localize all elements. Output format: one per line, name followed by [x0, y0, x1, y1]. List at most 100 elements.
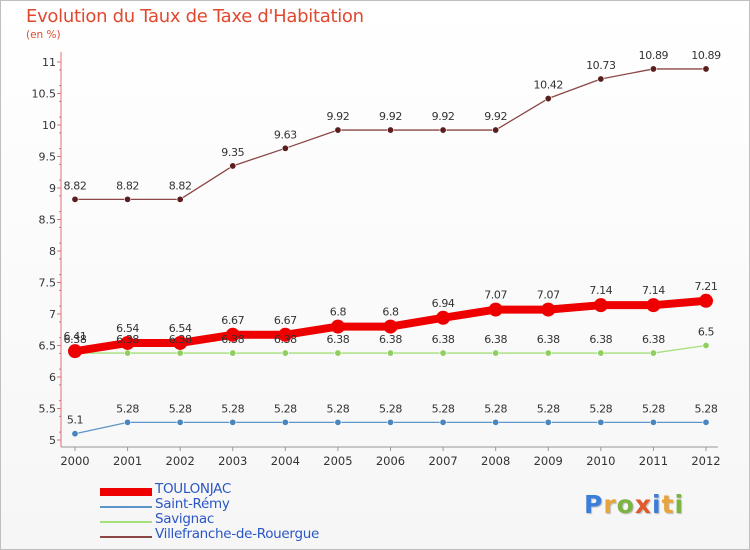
data-point-savignac	[229, 349, 237, 357]
chart-axes: 5 5.5 6 6.5 7 7.5 8 8.5 9 9.5 10 10.5 11 2000 2001 2002…	[32, 52, 721, 468]
data-label-toulonjac: 7.21	[695, 280, 718, 293]
data-point-saint-r-my	[492, 418, 500, 426]
data-point-saint-r-my	[544, 418, 552, 426]
data-point-saint-r-my	[597, 418, 605, 426]
data-label-saint-r-my: 5.28	[484, 402, 507, 415]
data-point-toulonjac	[646, 298, 661, 313]
data-label-toulonjac: 7.14	[589, 284, 612, 297]
proxiti-logo: Proxiti	[584, 490, 684, 519]
data-label-saint-r-my: 5.28	[695, 402, 718, 415]
data-label-toulonjac: 6.94	[432, 297, 455, 310]
data-point-savignac	[334, 349, 342, 357]
legend-label: Saint-Rémy	[155, 496, 230, 512]
x-tick-label: 2005	[323, 454, 352, 468]
data-label-toulonjac: 6.8	[330, 306, 347, 319]
data-point-savignac	[544, 349, 552, 357]
data-point-villefranche-de-rouergue	[597, 75, 605, 83]
data-label-villefranche-de-rouergue: 10.73	[586, 59, 616, 72]
data-point-toulonjac	[593, 298, 608, 313]
y-tick-label: 9	[49, 182, 56, 195]
data-label-villefranche-de-rouergue: 9.92	[432, 110, 455, 123]
data-label-toulonjac: 7.14	[642, 284, 665, 297]
data-label-villefranche-de-rouergue: 8.82	[116, 179, 139, 192]
data-point-savignac	[124, 349, 132, 357]
data-point-saint-r-my	[386, 418, 394, 426]
y-tick-label: 6	[49, 371, 56, 384]
data-point-savignac	[702, 341, 710, 349]
y-tick-label: 5.5	[39, 403, 57, 416]
data-point-saint-r-my	[229, 418, 237, 426]
data-point-toulonjac	[278, 327, 293, 342]
data-label-villefranche-de-rouergue: 9.92	[326, 110, 349, 123]
data-label-villefranche-de-rouergue: 8.82	[169, 179, 192, 192]
data-point-savignac	[281, 349, 289, 357]
logo-letter: t	[661, 490, 675, 519]
data-point-saint-r-my	[334, 418, 342, 426]
data-label-saint-r-my: 5.28	[432, 402, 455, 415]
x-tick-label: 2001	[113, 454, 142, 468]
data-point-saint-r-my	[176, 418, 184, 426]
x-tick-label: 2009	[534, 454, 563, 468]
x-tick-label: 2010	[586, 454, 615, 468]
data-point-toulonjac	[173, 335, 188, 350]
data-point-savignac	[386, 349, 394, 357]
data-label-savignac: 6.38	[484, 333, 507, 346]
series-points	[68, 65, 713, 438]
logo-letter: x	[634, 490, 652, 519]
data-label-savignac: 6.38	[537, 333, 560, 346]
data-point-toulonjac	[488, 302, 503, 317]
data-point-savignac	[439, 349, 447, 357]
data-point-saint-r-my	[124, 418, 132, 426]
y-tick-label: 9.5	[39, 151, 57, 164]
y-tick-label: 5	[49, 434, 56, 447]
data-point-villefranche-de-rouergue	[124, 195, 132, 203]
data-point-saint-r-my	[281, 418, 289, 426]
y-tick-label: 10	[42, 119, 56, 132]
data-point-savignac	[649, 349, 657, 357]
logo-letter: P	[584, 490, 604, 519]
data-label-toulonjac: 6.67	[221, 314, 244, 327]
data-point-toulonjac	[436, 310, 451, 325]
data-point-villefranche-de-rouergue	[281, 144, 289, 152]
y-tick-label: 8	[49, 245, 56, 258]
data-label-villefranche-de-rouergue: 9.63	[274, 128, 297, 141]
x-tick-label: 2011	[639, 454, 668, 468]
chart-subtitle: (en %)	[26, 29, 61, 41]
data-point-villefranche-de-rouergue	[176, 195, 184, 203]
data-point-savignac	[492, 349, 500, 357]
data-point-villefranche-de-rouergue	[649, 65, 657, 73]
data-label-toulonjac: 6.41	[64, 330, 87, 343]
data-point-toulonjac	[541, 302, 556, 317]
legend-swatch	[100, 488, 152, 496]
x-tick-label: 2007	[428, 454, 457, 468]
data-label-toulonjac: 6.54	[116, 322, 139, 335]
data-point-toulonjac	[383, 319, 398, 334]
x-tick-label: 2004	[271, 454, 300, 468]
x-tick-label: 2012	[691, 454, 720, 468]
y-tick-label: 8.5	[39, 214, 57, 227]
legend-label: Villefranche-de-Rouergue	[155, 526, 319, 542]
logo-letter: r	[603, 490, 617, 519]
data-label-saint-r-my: 5.28	[326, 402, 349, 415]
data-label-villefranche-de-rouergue: 10.89	[691, 49, 721, 62]
logo-letter: i	[652, 490, 662, 519]
data-label-savignac: 6.38	[326, 333, 349, 346]
data-label-savignac: 6.38	[116, 333, 139, 346]
data-label-savignac: 6.38	[589, 333, 612, 346]
data-point-saint-r-my	[71, 430, 79, 438]
chart-title: Evolution du Taux de Taxe d'Habitation	[26, 6, 364, 27]
data-point-toulonjac	[330, 319, 345, 334]
x-tick-label: 2006	[376, 454, 405, 468]
data-label-villefranche-de-rouergue: 10.42	[534, 79, 564, 92]
data-point-toulonjac	[225, 327, 240, 342]
data-label-toulonjac: 6.8	[382, 306, 399, 319]
data-label-villefranche-de-rouergue: 9.92	[379, 110, 402, 123]
data-label-toulonjac: 6.54	[169, 322, 192, 335]
data-point-toulonjac	[120, 335, 135, 350]
y-tick-label: 7	[49, 308, 56, 321]
data-label-toulonjac: 6.67	[274, 314, 297, 327]
data-label-savignac: 6.38	[432, 333, 455, 346]
data-label-savignac: 6.38	[169, 333, 192, 346]
data-label-toulonjac: 7.07	[537, 289, 560, 302]
